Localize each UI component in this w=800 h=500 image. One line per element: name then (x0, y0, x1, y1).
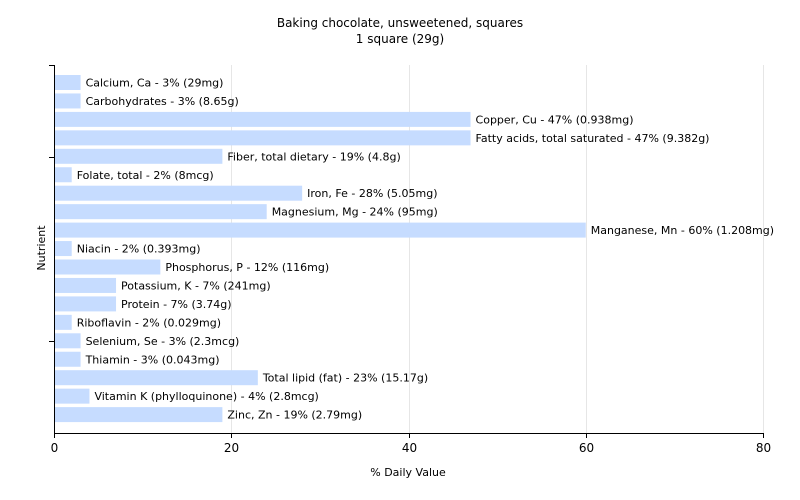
bar (55, 167, 72, 183)
bar (55, 351, 81, 367)
bar (55, 204, 267, 220)
bar (55, 75, 81, 90)
bar (55, 314, 72, 330)
bar (55, 148, 223, 164)
bar-data-label: Riboflavin - 2% (0.029mg) (77, 316, 221, 329)
bar-data-label: Fiber, total dietary - 19% (4.8g) (227, 150, 400, 163)
bar (55, 370, 258, 386)
x-tick-label: 20 (224, 441, 239, 455)
bar-data-label: Protein - 7% (3.74g) (121, 298, 232, 311)
bar-data-label: Carbohydrates - 3% (8.65g) (86, 95, 239, 108)
bar-data-label: Magnesium, Mg - 24% (95mg) (272, 206, 438, 219)
bar-data-label: Zinc, Zn - 19% (2.79mg) (227, 409, 362, 422)
chart-title: Baking chocolate, unsweetened, squares 1… (0, 15, 800, 47)
bar (55, 111, 471, 127)
bar (55, 388, 90, 404)
bar-data-label: Potassium, K - 7% (241mg) (121, 279, 271, 292)
bar (55, 296, 117, 312)
bar-data-label: Calcium, Ca - 3% (29mg) (86, 77, 224, 90)
x-tick-label: 60 (579, 441, 594, 455)
chart-subtitle: 1 square (29g) (355, 32, 445, 46)
x-tick-label: 80 (756, 441, 771, 455)
bar-data-label: Fatty acids, total saturated - 47% (9.38… (476, 132, 710, 145)
bar-data-label: Thiamin - 3% (0.043mg) (85, 353, 220, 366)
bar (55, 259, 161, 275)
bar-data-label: Folate, total - 2% (8mcg) (77, 169, 214, 182)
x-axis-title: % Daily Value (370, 466, 446, 479)
bar (55, 277, 117, 293)
x-tick-label: 40 (402, 441, 417, 455)
bar-data-label: Phosphorus, P - 12% (116mg) (165, 261, 329, 274)
bar-data-label: Vitamin K (phylloquinone) - 4% (2.8mcg) (94, 390, 318, 403)
bar (55, 93, 81, 109)
bar (55, 185, 303, 201)
bar-layer: Calcium, Ca - 3% (29mg) Carbohydrates - 3… (55, 75, 774, 423)
bar (55, 130, 471, 146)
chart-title-line: Baking chocolate, unsweetened, squares (276, 16, 524, 30)
bar-data-label: Manganese, Mn - 60% (1.208mg) (591, 224, 774, 237)
axis-layer: 0 20 40 60 80 (49, 65, 771, 455)
bar-data-label: Total lipid (fat) - 23% (15.17g) (262, 372, 428, 385)
bar (55, 333, 81, 349)
x-tick-label: 0 (51, 441, 59, 455)
bar (55, 241, 72, 257)
bar (55, 407, 223, 423)
bar-data-label: Selenium, Se - 3% (2.3mcg) (86, 335, 240, 348)
bar-data-label: Copper, Cu - 47% (0.938mg) (476, 113, 634, 126)
y-axis-title: Nutrient (35, 225, 48, 271)
bar-data-label: Niacin - 2% (0.393mg) (77, 243, 201, 256)
bar (55, 222, 586, 238)
bar-data-label: Iron, Fe - 28% (5.05mg) (307, 187, 437, 200)
